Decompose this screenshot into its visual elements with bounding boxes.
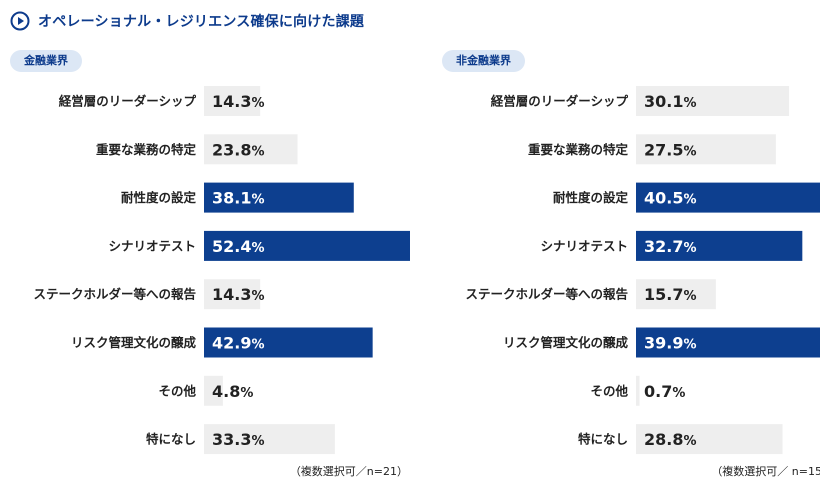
value-label: 0.7% xyxy=(644,382,685,401)
panel-badge-financial: 金融業界 xyxy=(10,50,82,72)
value-label: 27.5% xyxy=(644,140,697,159)
category-label: その他 xyxy=(158,383,196,398)
value-label: 52.4% xyxy=(212,237,265,256)
category-label: シナリオテスト xyxy=(108,238,196,253)
category-label: 経営層のリーダーシップ xyxy=(59,94,197,109)
bar xyxy=(204,327,373,358)
bar xyxy=(636,279,716,310)
category-label: リスク管理文化の醸成 xyxy=(71,335,197,350)
value-label: 39.9% xyxy=(644,334,697,353)
bar xyxy=(204,182,354,213)
value-label: 14.3% xyxy=(212,285,265,304)
bar xyxy=(636,327,820,358)
category-label: 経営層のリーダーシップ xyxy=(491,94,629,109)
category-label: シナリオテスト xyxy=(540,238,628,253)
bar xyxy=(636,182,820,213)
value-label: 28.8% xyxy=(644,430,697,449)
title-row: オペレーショナル・レジリエンス確保に向けた課題 xyxy=(10,10,364,32)
bar xyxy=(204,86,261,116)
bar xyxy=(636,134,776,165)
value-label: 4.8% xyxy=(212,382,253,401)
play-circle-icon xyxy=(10,11,30,31)
category-label: 耐性度の設定 xyxy=(553,190,629,205)
bar xyxy=(204,279,261,310)
category-label: その他 xyxy=(590,383,628,398)
bar xyxy=(636,86,790,116)
value-label: 30.1% xyxy=(644,92,697,111)
bar xyxy=(636,424,783,455)
bar xyxy=(636,375,640,406)
category-label: 重要な業務の特定 xyxy=(96,142,197,157)
value-label: 33.3% xyxy=(212,430,265,449)
category-label: 特になし xyxy=(578,432,628,447)
category-label: 耐性度の設定 xyxy=(121,190,197,205)
chart-financial: 経営層のリーダーシップ 14.3% 重要な業務の特定 23.8% 耐性度の設定 38.1%… xyxy=(33,86,410,455)
value-label: 40.5% xyxy=(644,189,697,208)
category-label: 重要な業務の特定 xyxy=(528,142,629,157)
chart-nonfinancial: 経営層のリーダーシップ 30.1% 重要な業務の特定 27.5% 耐性度の設定 40.5%… xyxy=(465,86,820,455)
value-label: 14.3% xyxy=(212,92,265,111)
value-label: 42.9% xyxy=(212,334,265,353)
page-title: オペレーショナル・レジリエンス確保に向けた課題 xyxy=(38,14,365,30)
bar xyxy=(204,424,335,455)
bar xyxy=(636,230,803,261)
chart-panel-nonfinancial: 経営層のリーダーシップ 30.1% 重要な業務の特定 27.5% 耐性度の設定 40.5%… xyxy=(440,50,820,480)
category-label: ステークホルダー等への報告 xyxy=(465,287,628,302)
category-label: 特になし xyxy=(146,432,196,447)
value-label: 32.7% xyxy=(644,237,697,256)
value-label: 15.7% xyxy=(644,285,697,304)
bar xyxy=(204,375,223,406)
value-label: 23.8% xyxy=(212,140,265,159)
chart-panel-financial: 経営層のリーダーシップ 14.3% 重要な業務の特定 23.8% 耐性度の設定 38.1%… xyxy=(8,50,410,480)
category-label: ステークホルダー等への報告 xyxy=(33,287,196,302)
sample-note-financial: （複数選択可／n=21） xyxy=(289,465,408,478)
panel-badge-nonfinancial: 非金融業界 xyxy=(442,50,525,72)
value-label: 38.1% xyxy=(212,189,265,208)
category-label: リスク管理文化の醸成 xyxy=(503,335,629,350)
bar xyxy=(204,230,410,261)
sample-note-nonfinancial: （複数選択可／ n=153） xyxy=(711,465,820,478)
bar xyxy=(204,134,298,165)
